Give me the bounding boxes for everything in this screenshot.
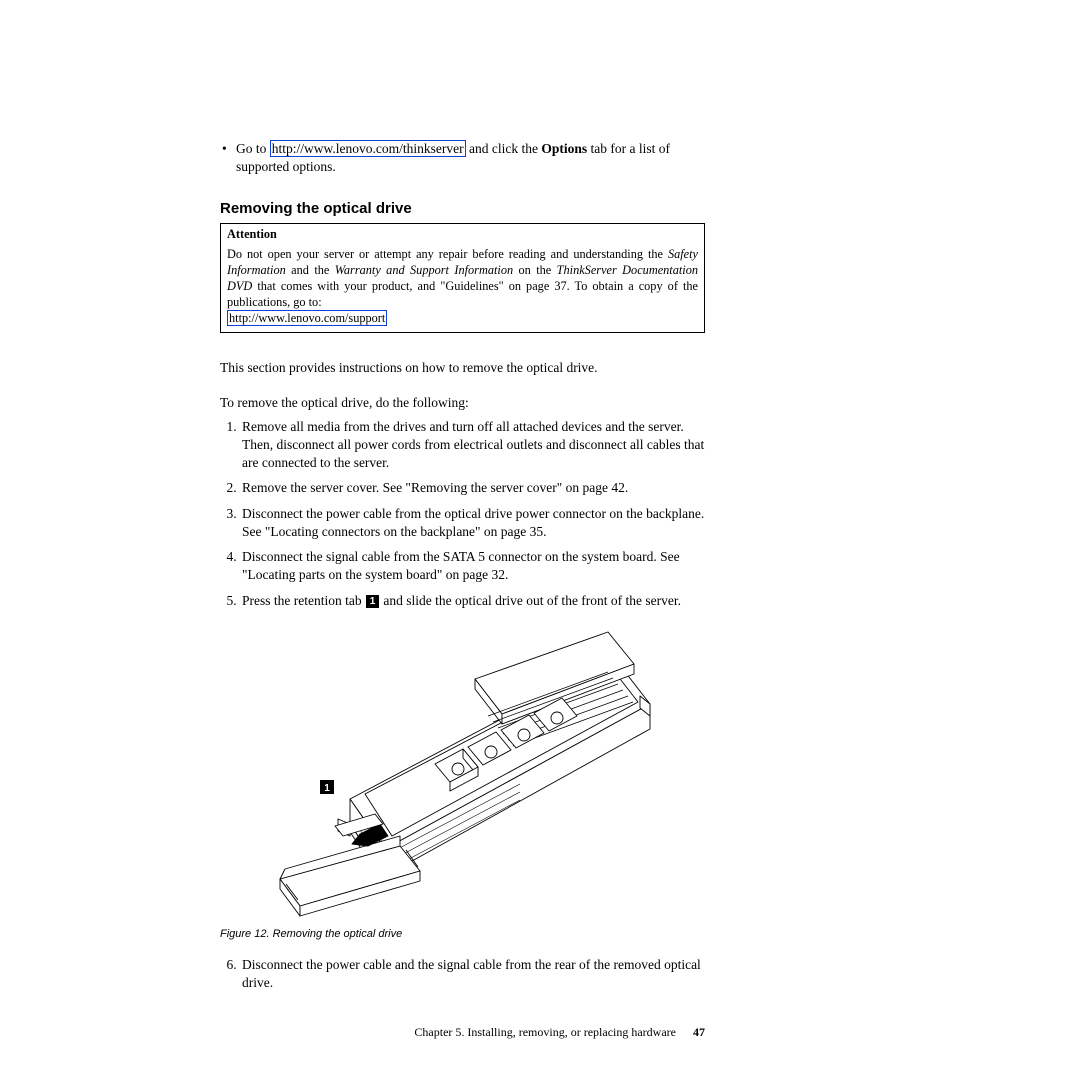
steps-list: Remove all media from the drives and tur… [220,418,705,610]
thinkserver-link[interactable]: http://www.lenovo.com/thinkserver [270,140,466,157]
step-2: Remove the server cover. See "Removing t… [240,479,705,497]
step-1: Remove all media from the drives and tur… [240,418,705,473]
intro-bold: Options [541,141,587,156]
step-4: Disconnect the signal cable from the SAT… [240,548,705,584]
figure-12: 1 [220,624,660,924]
page-footer: Chapter 5. Installing, removing, or repl… [220,1025,705,1040]
footer-page-number: 47 [693,1025,705,1039]
intro-bullet: Go to http://www.lenovo.com/thinkserver … [220,140,705,176]
intro-mid: and click the [466,141,542,156]
figure-callout-1: 1 [324,783,330,794]
intro-prefix: Go to [236,141,270,156]
attention-title: Attention [227,227,698,243]
callout-1-inline: 1 [366,595,379,608]
paragraph-1: This section provides instructions on ho… [220,359,705,377]
footer-chapter: Chapter 5. Installing, removing, or repl… [414,1025,676,1039]
step-5: Press the retention tab 1 and slide the … [240,592,705,610]
server-drawing: 1 [220,624,660,924]
step-3: Disconnect the power cable from the opti… [240,505,705,541]
attention-box: Attention Do not open your server or att… [220,223,705,333]
figure-caption: Figure 12. Removing the optical drive [220,928,705,940]
section-heading: Removing the optical drive [220,200,705,217]
attention-body: Do not open your server or attempt any r… [227,247,698,311]
paragraph-2: To remove the optical drive, do the foll… [220,394,705,412]
support-link[interactable]: http://www.lenovo.com/support [227,310,387,326]
step-6: Disconnect the power cable and the signa… [240,956,705,992]
steps-list-cont: Disconnect the power cable and the signa… [220,956,705,992]
